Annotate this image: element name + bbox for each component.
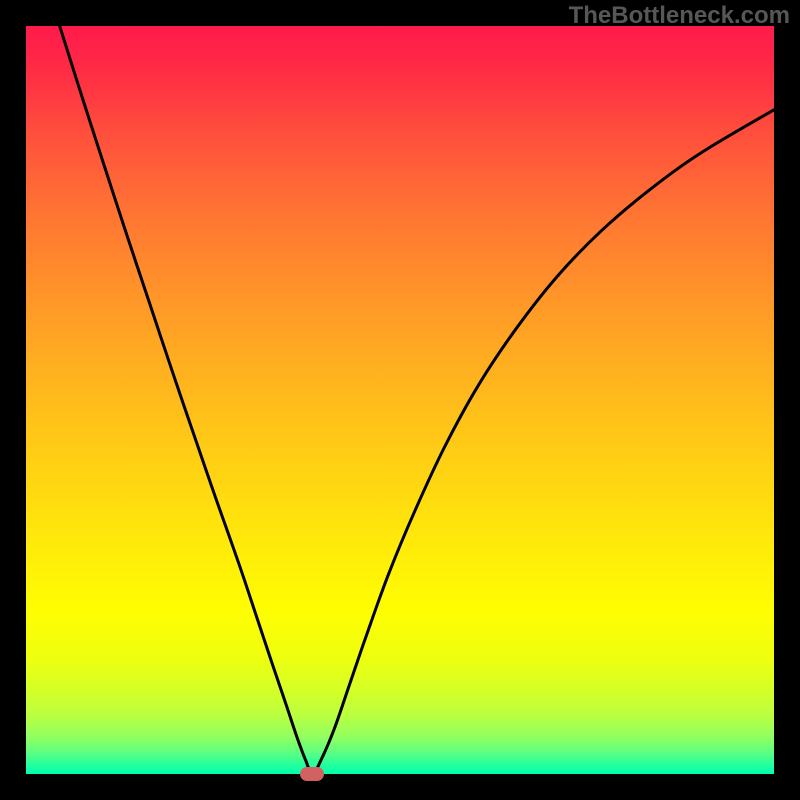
watermark-text: TheBottleneck.com <box>569 2 790 30</box>
minimum-marker <box>300 767 324 781</box>
chart-frame: TheBottleneck.com <box>0 0 800 800</box>
plot-area <box>26 26 774 774</box>
bottleneck-curve <box>26 26 774 774</box>
